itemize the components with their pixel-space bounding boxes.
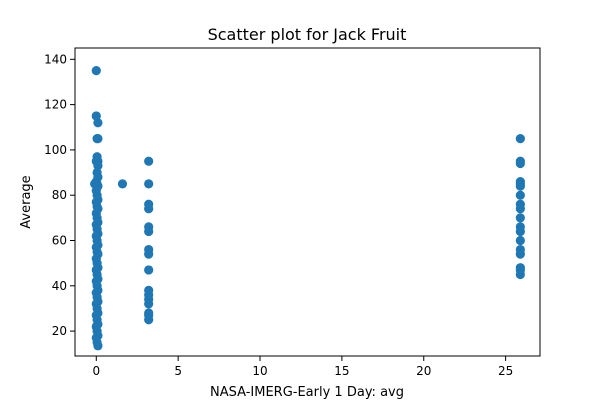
- x-tick-label: 20: [416, 364, 431, 378]
- data-point: [515, 181, 525, 191]
- data-point: [117, 179, 128, 189]
- x-tick-label: 10: [252, 364, 267, 378]
- data-point: [91, 66, 101, 76]
- data-point: [515, 249, 525, 259]
- data-point: [144, 299, 154, 309]
- data-point: [515, 190, 525, 200]
- data-point: [93, 341, 103, 351]
- data-point: [515, 133, 525, 144]
- y-tick-label: 140: [44, 52, 67, 66]
- data-point: [515, 235, 525, 246]
- x-axis-ticks: 0 5 10 15 20 25: [92, 356, 513, 378]
- data-point: [515, 226, 525, 237]
- y-axis-label: Average: [19, 175, 34, 228]
- data-point: [144, 226, 154, 237]
- y-tick-label: 100: [44, 143, 67, 157]
- data-points: [90, 66, 525, 351]
- data-point: [144, 249, 154, 259]
- x-tick-label: 0: [92, 364, 100, 378]
- y-tick-label: 120: [44, 98, 67, 112]
- x-tick-label: 15: [334, 364, 349, 378]
- y-tick-label: 20: [52, 324, 67, 338]
- x-tick-label: 5: [174, 364, 182, 378]
- chart-title: Scatter plot for Jack Fruit: [208, 25, 407, 44]
- y-tick-label: 60: [52, 234, 67, 248]
- x-tick-label: 25: [498, 364, 513, 378]
- data-point: [515, 269, 525, 280]
- data-point: [144, 179, 154, 189]
- x-axis-label: NASA-IMERG-Early 1 Day: avg: [210, 385, 404, 400]
- data-point: [515, 204, 525, 214]
- y-tick-label: 40: [52, 279, 67, 293]
- data-point: [515, 158, 525, 169]
- y-axis-ticks: 20 40 60 80 100 120 140: [44, 52, 75, 338]
- data-point: [515, 213, 525, 223]
- data-point: [93, 133, 103, 144]
- plot-area-frame: [74, 47, 541, 357]
- data-point: [144, 156, 154, 166]
- data-point: [93, 118, 103, 128]
- data-point: [144, 265, 154, 275]
- data-point: [144, 315, 154, 325]
- data-point: [93, 161, 103, 171]
- data-point: [144, 204, 154, 214]
- y-tick-label: 80: [52, 188, 67, 202]
